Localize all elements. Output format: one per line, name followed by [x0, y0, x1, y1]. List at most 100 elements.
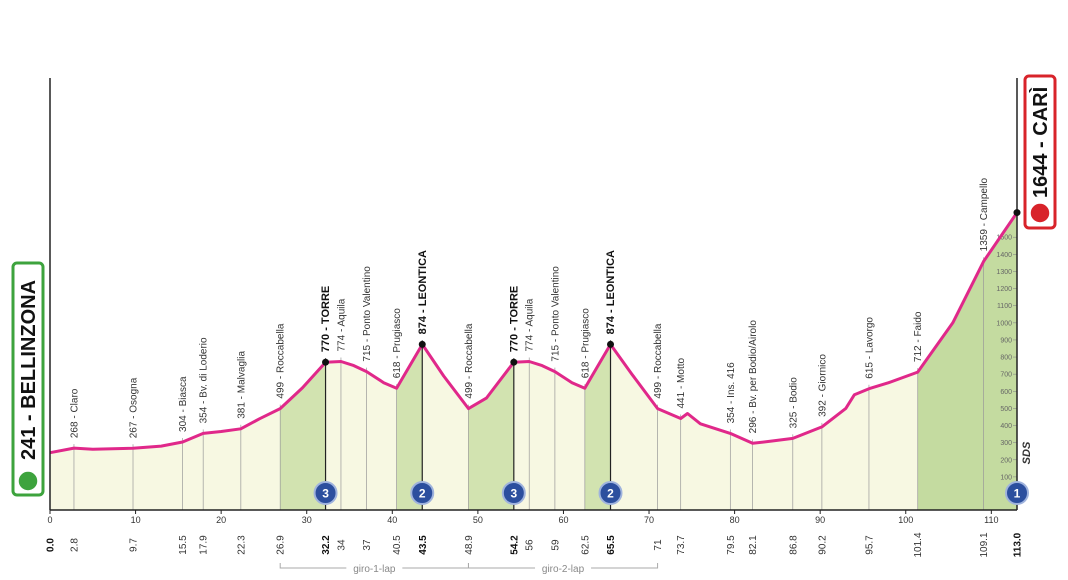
km-label: 40.5: [392, 535, 403, 555]
km-label: 43.5: [418, 535, 429, 555]
waypoint-label: 267 - Osogna: [129, 377, 140, 438]
waypoint-label: 715 - Ponto Valentino: [362, 266, 373, 362]
y-tick-label: 1300: [996, 269, 1012, 276]
lap-label: giro-2-lap: [542, 564, 585, 575]
kom-category: 2: [419, 487, 426, 501]
start-label: 241 - BELLINZONA: [18, 280, 40, 460]
waypoint-label: 381 - Malvaglia: [236, 351, 247, 419]
waypoint-label: 304 - Biasca: [178, 376, 189, 432]
climb-band: [280, 212, 326, 510]
waypoint-label: 615 - Lavorgo: [864, 317, 875, 379]
start-icon: [17, 470, 39, 492]
y-tick-label: 100: [1000, 474, 1012, 481]
waypoint-label: 441 - Motto: [676, 357, 687, 408]
waypoint-label: 354 - Bv. di Loderio: [199, 337, 210, 423]
waypoint-label: 499 - Roccabella: [653, 323, 664, 398]
km-label: 17.9: [199, 535, 210, 555]
waypoint-label: 296 - Bv. per Bodio/Airolo: [748, 320, 759, 434]
waypoint-label: 499 - Roccabella: [276, 323, 287, 398]
km-label: 54.2: [509, 535, 520, 555]
km-label: 95.7: [864, 535, 875, 555]
km-label: 22.3: [236, 535, 247, 555]
y-tick-label: 1400: [996, 252, 1012, 259]
y-tick-label: 1200: [996, 286, 1012, 293]
km-label: 0.0: [46, 538, 57, 552]
climb-band: [468, 212, 514, 510]
km-label: 2.8: [69, 538, 80, 552]
km-label: 32.2: [321, 535, 332, 555]
x-tick-label: 20: [216, 515, 226, 525]
waypoint-label: 499 - Roccabella: [464, 323, 475, 398]
kom-badge: [410, 481, 435, 505]
km-label: 37: [362, 539, 373, 551]
waypoint-label: 618 - Prugiasco: [580, 308, 591, 378]
km-label: 34: [336, 539, 347, 551]
kom-badge: [1005, 481, 1029, 505]
km-label: 79.5: [726, 535, 737, 555]
finish-box: [1023, 74, 1057, 230]
x-tick-label: 40: [387, 515, 397, 525]
finish-label: 1644 - CARÌ: [1029, 87, 1052, 198]
waypoint-label: 354 - Ins. 416: [726, 362, 737, 424]
waypoint-label: 874 - LEONTICA: [417, 250, 429, 334]
summit-dot: [607, 340, 615, 348]
y-tick-label: 500: [1000, 406, 1012, 413]
y-tick-label: 300: [1000, 440, 1012, 447]
km-label: 73.7: [676, 535, 687, 555]
km-label: 101.4: [913, 532, 924, 557]
kom-badge: [598, 481, 623, 505]
x-tick-label: 100: [898, 515, 913, 525]
waypoint-label: 712 - Faido: [913, 311, 924, 362]
km-label: 48.9: [464, 535, 475, 555]
km-label: 86.8: [788, 535, 799, 555]
waypoint-label: 618 - Prugiasco: [392, 308, 403, 378]
y-tick-label: 1100: [997, 303, 1012, 310]
x-tick-label: 70: [644, 515, 654, 525]
x-tick-label: 10: [131, 515, 141, 525]
profile-line: [49, 211, 1019, 455]
waypoint-label: 268 - Claro: [69, 388, 80, 438]
start-box: [11, 261, 45, 497]
waypoint-label: 770 - TORRE: [508, 286, 520, 352]
x-tick-label: 90: [815, 515, 825, 525]
x-tick-label: 110: [984, 515, 998, 525]
waypoint-label: 325 - Bodio: [788, 377, 799, 429]
kom-badge: [313, 481, 338, 505]
x-tick-label: 30: [302, 515, 312, 525]
km-label: 109.1: [979, 532, 990, 557]
km-label: 56: [525, 539, 536, 551]
y-tick-label: 1000: [996, 320, 1012, 327]
kom-category: 3: [322, 487, 329, 501]
x-tick-label: 0: [47, 515, 52, 525]
km-label: 59: [550, 539, 561, 551]
summit-dot: [322, 358, 330, 366]
finish-dot: [1013, 209, 1021, 217]
finish-icon: [1029, 202, 1051, 224]
kom-category: 2: [607, 487, 614, 501]
waypoint-label: 774 - Aquila: [336, 298, 347, 351]
waypoint-label: 774 - Aquila: [525, 298, 536, 351]
x-tick-label: 80: [730, 515, 740, 525]
waypoint-label: 874 - LEONTICA: [605, 250, 617, 334]
waypoint-label: 392 - Giornico: [817, 354, 828, 417]
x-tick-label: 50: [473, 515, 483, 525]
summit-dot: [510, 358, 518, 366]
km-label: 65.5: [606, 535, 617, 555]
lap-label: giro-1-lap: [353, 564, 396, 575]
waypoint-label: 1359 - Campello: [979, 178, 990, 252]
y-tick-label: 400: [1000, 423, 1012, 430]
km-label: 62.5: [580, 535, 591, 555]
km-label: 113.0: [1013, 532, 1024, 557]
waypoint-label: 715 - Ponto Valentino: [550, 266, 561, 362]
x-tick-label: 60: [558, 515, 568, 525]
logo: SDS: [1021, 441, 1033, 464]
waypoint-label: 770 - TORRE: [320, 286, 332, 352]
y-tick-label: 600: [1000, 389, 1012, 396]
y-tick-label: 700: [1000, 372, 1012, 379]
km-label: 82.1: [748, 535, 759, 555]
km-label: 9.7: [129, 538, 140, 552]
kom-category: 3: [510, 487, 517, 501]
lap-label-bg: [535, 561, 592, 574]
y-tick-label: 800: [1000, 355, 1012, 362]
